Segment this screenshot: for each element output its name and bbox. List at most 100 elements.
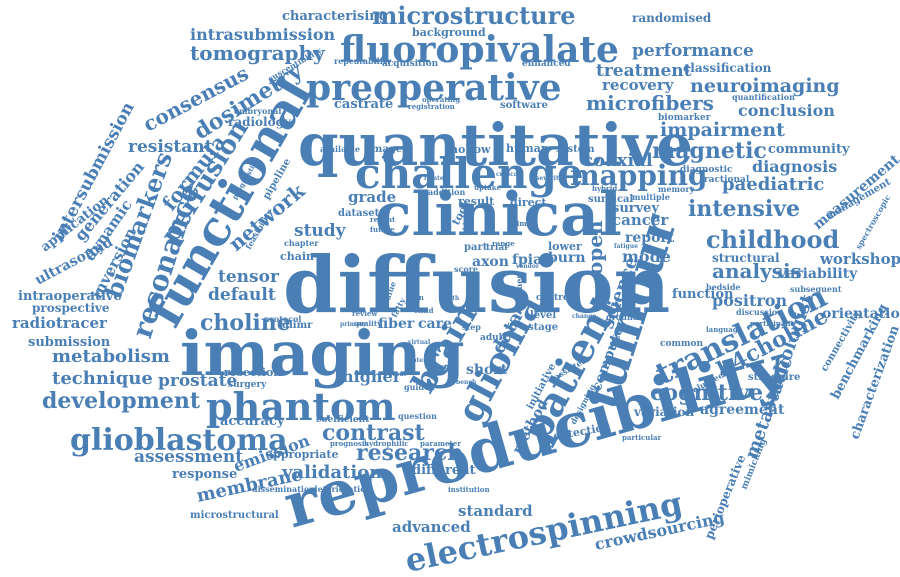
cloud-word: short <box>466 362 508 378</box>
cloud-word: institution <box>448 485 490 494</box>
cloud-word: preoperative <box>306 67 562 109</box>
cloud-word: quality <box>354 319 382 328</box>
cloud-word: survey <box>612 201 659 216</box>
cloud-word: microstructural <box>190 510 279 521</box>
cloud-word: structural <box>712 251 780 265</box>
cloud-word: phantom <box>206 384 396 429</box>
cloud-word: acquisition <box>382 59 439 69</box>
cloud-word: level <box>530 310 556 321</box>
cloud-word: path <box>444 295 460 302</box>
cloud-word: resistant <box>128 137 213 157</box>
cloud-word: castrate <box>334 97 393 112</box>
cloud-word: microstructure <box>372 1 576 30</box>
cloud-word: community <box>768 142 850 157</box>
cloud-word: interim <box>410 357 436 364</box>
cloud-word: system <box>556 144 595 155</box>
cloud-word: surgical <box>588 194 634 205</box>
cloud-word: operating <box>422 95 460 104</box>
cloud-word: protocol <box>264 314 301 324</box>
cloud-word: chapter <box>284 238 319 248</box>
cloud-word: guided <box>404 382 435 392</box>
cloud-word: multiple <box>632 192 670 202</box>
cloud-word: report <box>625 230 675 246</box>
cloud-word: repeatability <box>334 56 391 66</box>
cloud-word: enhanced <box>522 59 571 69</box>
cloud-word: prime <box>508 219 532 228</box>
cloud-word: variation <box>633 405 695 419</box>
cloud-word: participant <box>750 319 794 328</box>
cloud-word: resection <box>224 366 281 379</box>
cloud-word: fatigue <box>614 243 638 250</box>
cloud-word: grade <box>348 188 396 206</box>
cloud-word: burn <box>548 250 586 266</box>
cloud-word: coefficient <box>316 415 370 425</box>
cloud-word: review <box>352 309 378 318</box>
cloud-word: diffusion <box>283 240 670 331</box>
cloud-word: development <box>42 388 201 414</box>
cloud-word: bedside <box>706 282 741 292</box>
cloud-word: metabolism <box>52 346 170 367</box>
cloud-word: classification <box>683 61 772 75</box>
cloud-word: standard <box>458 502 533 520</box>
cloud-word: variability <box>777 266 858 282</box>
cloud-word: radiology <box>228 115 292 129</box>
cloud-word: repeat <box>370 215 396 224</box>
cloud-word: positron <box>712 291 787 310</box>
cloud-word: glioblastoma <box>70 423 288 458</box>
cloud-word: diagnosis <box>752 157 837 176</box>
cloud-word: relevant <box>426 364 454 371</box>
cloud-word: contrast <box>322 420 425 446</box>
cloud-word: tomography <box>190 41 326 65</box>
cloud-word: severity <box>536 175 563 182</box>
cloud-word: dataset <box>338 208 380 219</box>
cloud-word: microfibers <box>586 91 714 115</box>
cloud-word: fiber <box>378 316 415 332</box>
cloud-word: higher <box>342 367 402 386</box>
cloud-word: appropriate <box>266 448 339 461</box>
cloud-word: range <box>492 239 515 248</box>
cloud-word: chain <box>280 250 314 263</box>
cloud-word: study <box>294 221 347 241</box>
cloud-word: paediatric <box>722 174 824 195</box>
cloud-word: accuracy <box>220 414 285 429</box>
cloud-word: clinical <box>375 180 622 250</box>
cloud-word: conclusion <box>738 101 835 120</box>
cloud-word: prospective <box>32 301 110 315</box>
cloud-word: advanced <box>392 518 471 536</box>
cloud-word: software <box>500 100 548 111</box>
cloud-word: part <box>464 242 488 253</box>
cloud-word: deterioration <box>312 484 372 494</box>
cloud-word: hollow <box>450 143 491 156</box>
cloud-word: prognosis <box>330 439 369 448</box>
cloud-word: step <box>462 322 481 332</box>
cloud-word: orientation <box>822 306 900 322</box>
cloud-word: glimr <box>282 320 313 331</box>
cloud-word: change <box>572 313 596 320</box>
cloud-word: question <box>398 411 437 421</box>
cloud-word: control <box>536 293 573 303</box>
cloud-word: quantification <box>732 92 795 102</box>
cloud-word: image <box>368 144 402 155</box>
cloud-word: trial <box>486 243 508 253</box>
cloud-word: performance <box>632 41 754 61</box>
cloud-word: impairment <box>660 119 785 141</box>
cloud-word: response <box>172 467 237 482</box>
cloud-word: fractional <box>700 175 750 185</box>
cloud-word: characterising <box>282 9 388 24</box>
cloud-word: diagnostic <box>680 165 733 175</box>
cloud-word: language <box>706 325 743 334</box>
cloud-word: intensive <box>688 196 800 222</box>
cloud-word: structure <box>748 372 800 383</box>
cloud-word: output <box>384 371 407 378</box>
cloud-word: ground <box>606 312 639 322</box>
cloud-word: background <box>412 26 486 39</box>
cloud-word: human <box>506 142 549 155</box>
cloud-word: analysis <box>712 259 802 283</box>
cloud-word: vendor <box>515 263 540 270</box>
cloud-word: hybrid <box>592 184 617 193</box>
cloud-word: discussion <box>736 307 783 317</box>
cloud-word: scan <box>406 293 424 302</box>
cloud-word: dissemination <box>252 484 315 494</box>
cloud-word: assessment <box>134 447 243 467</box>
cloud-word: prostate <box>158 371 237 391</box>
